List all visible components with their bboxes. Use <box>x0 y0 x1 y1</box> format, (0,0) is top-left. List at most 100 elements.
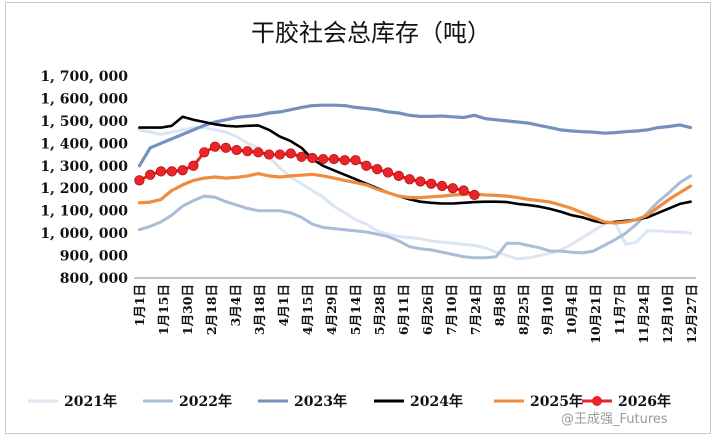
watermark: @王成强_Futures <box>561 412 668 427</box>
x-tick: 6月11日 <box>396 284 411 335</box>
legend-label: 2023年 <box>294 393 347 410</box>
legend-label: 2025年 <box>530 393 583 410</box>
x-tick-label: 1月1日 <box>132 284 147 326</box>
series-point-2026年 <box>469 189 480 201</box>
series-point-2026年 <box>458 185 469 196</box>
series-point-2026年 <box>318 153 329 165</box>
series-line-2023年 <box>137 103 693 168</box>
legend: 2021年 2022年 2023年 2024年 2025年 2026年 <box>28 393 671 410</box>
series-point-2026年 <box>382 167 394 178</box>
x-tick: 8月8日 <box>492 284 507 326</box>
x-tick-label: 2月18日 <box>204 284 219 335</box>
y-tick-label: 800, 000 <box>60 271 128 287</box>
series-point-2026年 <box>361 160 372 171</box>
y-tick-label: 1, 700, 000 <box>40 69 128 85</box>
x-tick-label: 10月21日 <box>588 284 603 344</box>
x-tick: 6月26日 <box>420 284 435 335</box>
x-tick: 12月27日 <box>684 284 699 344</box>
series-point-2026年 <box>339 155 350 166</box>
x-axis: 1月1日 1月15日 1月30日 2月18日 3月4日 3月18日 4月1日 4月15日 4月2… <box>132 277 699 344</box>
x-tick-label: 4月15日 <box>300 284 315 335</box>
y-tick-label: 1, 600, 000 <box>40 91 128 107</box>
legend-label: 2024年 <box>410 393 463 410</box>
x-tick: 7月24日 <box>468 284 483 335</box>
y-tick-label: 1, 500, 000 <box>40 114 128 130</box>
x-tick: 1月1日 <box>132 284 147 326</box>
series-point-2026年 <box>134 175 145 186</box>
x-tick-label: 7月10日 <box>444 284 459 335</box>
x-tick: 1月15日 <box>156 284 171 335</box>
series-line-2024年 <box>138 115 692 225</box>
x-tick-label: 10月4日 <box>564 284 579 335</box>
series-point-2026年 <box>177 165 188 176</box>
series-point-2026年 <box>199 147 210 158</box>
x-tick: 11月7日 <box>612 284 627 335</box>
x-tick-label: 12月27日 <box>684 284 699 344</box>
series-point-2026年 <box>285 148 296 159</box>
y-tick-label: 1, 100, 000 <box>40 204 128 220</box>
chart-frame: 干胶社会总库存（吨） 800, 000 900, 000 1, 000, 000 1,… <box>5 2 711 434</box>
x-tick-label: 6月26日 <box>420 284 435 335</box>
x-tick: 8月25日 <box>516 284 531 335</box>
x-tick: 1月30日 <box>180 284 195 335</box>
x-tick-label: 3月4日 <box>228 284 243 326</box>
plot-area <box>134 103 693 261</box>
series-point-2026年 <box>242 146 253 157</box>
series-line-2025年 <box>137 172 693 225</box>
line-chart: 干胶社会总库存（吨） 800, 000 900, 000 1, 000, 000 1,… <box>28 19 699 427</box>
series-point-2026年 <box>350 155 361 166</box>
x-tick: 11月24日 <box>636 284 651 344</box>
series-point-2026年 <box>296 151 307 162</box>
x-tick-label: 4月1日 <box>276 284 291 326</box>
series-point-2026年 <box>415 176 426 187</box>
series-point-2026年 <box>404 174 415 185</box>
series-point-2026年 <box>231 144 242 156</box>
x-tick: 3月18日 <box>252 284 267 335</box>
series-point-2026年 <box>393 170 404 181</box>
series-point-2026年 <box>166 166 177 177</box>
x-tick-label: 11月7日 <box>612 284 627 335</box>
series-point-2026年 <box>307 152 318 164</box>
legend-label: 2021年 <box>64 393 117 410</box>
series-point-2026年 <box>447 183 458 194</box>
series-point-2026年 <box>274 149 286 160</box>
series-point-2026年 <box>253 147 264 158</box>
x-tick: 4月1日 <box>276 284 291 326</box>
x-tick-label: 6月11日 <box>396 284 411 335</box>
y-axis: 800, 000 900, 000 1, 000, 000 1, 100, 000 1,… <box>40 69 128 287</box>
x-tick: 5月28日 <box>372 284 387 335</box>
series-point-2026年 <box>209 141 221 152</box>
y-tick-label: 1, 400, 000 <box>40 136 128 152</box>
x-tick-label: 1月15日 <box>156 284 171 335</box>
legend-label: 2026年 <box>618 393 671 410</box>
x-tick-label: 5月14日 <box>348 284 363 335</box>
series-point-2026年 <box>436 180 448 192</box>
series-point-2026年 <box>220 142 231 153</box>
x-tick: 3月4日 <box>228 284 243 326</box>
x-tick: 9月10日 <box>540 284 555 335</box>
x-tick-label: 3月18日 <box>252 284 267 335</box>
legend-label: 2022年 <box>179 393 232 410</box>
x-tick: 7月10日 <box>444 284 459 335</box>
x-tick: 4月15日 <box>300 284 315 335</box>
series-point-2026年 <box>145 169 156 180</box>
series-point-2026年 <box>328 153 340 165</box>
y-tick-label: 1, 000, 000 <box>40 226 128 242</box>
series-line-2022年 <box>137 174 693 260</box>
x-tick: 2月18日 <box>204 284 219 335</box>
y-tick-label: 1, 200, 000 <box>40 181 128 197</box>
x-tick-label: 7月24日 <box>468 284 483 335</box>
y-tick-label: 900, 000 <box>60 249 128 265</box>
x-tick-label: 5月28日 <box>372 284 387 335</box>
x-tick: 5月14日 <box>348 284 363 335</box>
x-tick-label: 9月10日 <box>540 284 555 335</box>
series-point-2026年 <box>426 178 437 189</box>
x-tick-label: 8月8日 <box>492 284 507 326</box>
x-tick-label: 4月29日 <box>324 284 339 335</box>
x-tick: 4月29日 <box>324 284 339 335</box>
x-tick: 10月21日 <box>588 284 603 344</box>
chart-title: 干胶社会总库存（吨） <box>251 19 491 47</box>
series-point-2026年 <box>263 149 275 160</box>
x-tick-label: 11月24日 <box>636 284 651 344</box>
series-point-2026年 <box>372 164 383 175</box>
